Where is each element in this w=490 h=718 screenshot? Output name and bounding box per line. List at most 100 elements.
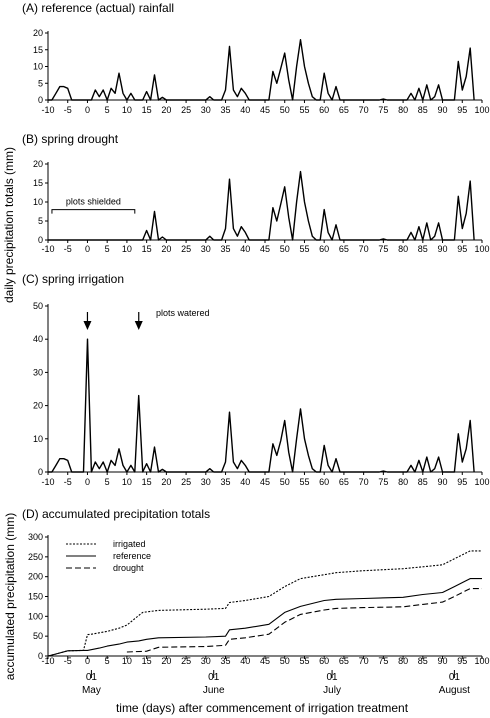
x-tick-label: -10 (41, 105, 54, 115)
x-tick-label: 85 (418, 105, 428, 115)
x-tick-label: 15 (142, 656, 152, 666)
x-tick-label: 15 (142, 105, 152, 115)
x-tick-label: 100 (474, 105, 489, 115)
x-tick-label: 10 (122, 244, 132, 254)
y-tick-label: 0 (38, 235, 43, 245)
y-tick-label: 50 (33, 301, 43, 311)
x-tick-label: 75 (378, 656, 388, 666)
x-tick-label: 85 (418, 244, 428, 254)
y-tick-label: 40 (33, 334, 43, 344)
x-tick-label: 65 (339, 244, 349, 254)
x-tick-label: 35 (221, 244, 231, 254)
x-tick-label: 50 (280, 477, 290, 487)
x-tick-label: 70 (359, 477, 369, 487)
x-tick-label: 60 (319, 477, 329, 487)
x-tick-label: 15 (142, 244, 152, 254)
x-tick-label: 55 (299, 105, 309, 115)
x-tick-label: 80 (398, 244, 408, 254)
y-tick-label: 20 (33, 159, 43, 169)
x-tick-label: 5 (105, 477, 110, 487)
y-tick-label: 10 (33, 197, 43, 207)
x-tick-label: 100 (474, 656, 489, 666)
y-tick-label: 200 (28, 572, 43, 582)
month-name-label: August (439, 685, 470, 696)
x-tick-label: 65 (339, 656, 349, 666)
panel-title: (D) accumulated precipitation totals (22, 507, 210, 521)
x-tick-label: 85 (418, 477, 428, 487)
x-tick-label: 30 (201, 477, 211, 487)
arrow-head (134, 321, 143, 330)
month-name-label: July (323, 685, 341, 696)
x-tick-label: 0 (85, 477, 90, 487)
y-axis-label: accumulated precipitation (mm) (3, 513, 17, 680)
x-tick-label: 90 (438, 477, 448, 487)
x-tick-label: 65 (339, 477, 349, 487)
x-tick-label: 45 (260, 477, 270, 487)
panel-title: (B) spring drought (22, 132, 119, 146)
x-tick-label: 25 (181, 244, 191, 254)
x-tick-label: 90 (438, 656, 448, 666)
month-day-label: 01 (86, 672, 98, 683)
x-tick-label: 30 (201, 105, 211, 115)
x-tick-label: 5 (105, 105, 110, 115)
x-tick-label: 90 (438, 244, 448, 254)
x-tick-label: 45 (260, 656, 270, 666)
month-day-label: 01 (327, 672, 339, 683)
x-tick-label: 50 (280, 105, 290, 115)
x-tick-label: 80 (398, 656, 408, 666)
x-tick-label: -5 (64, 105, 72, 115)
x-tick-label: 70 (359, 656, 369, 666)
x-tick-label: 10 (122, 105, 132, 115)
x-tick-label: 35 (221, 477, 231, 487)
panel-d: (D) accumulated precipitation totals 0 50 1… (3, 507, 490, 715)
x-tick-label: 95 (457, 477, 467, 487)
month-day-label: 01 (208, 672, 220, 683)
x-tick-label: 20 (161, 477, 171, 487)
x-tick-label: 95 (457, 105, 467, 115)
x-tick-label: 95 (457, 656, 467, 666)
annotation-plots-shielded: plots shielded (66, 197, 121, 207)
panel-title: (A) reference (actual) rainfall (22, 1, 174, 15)
y-tick-label: 5 (38, 216, 43, 226)
x-tick-label: 0 (85, 656, 90, 666)
x-tick-label: 80 (398, 477, 408, 487)
series-line-reference (47, 578, 482, 657)
x-tick-label: -5 (64, 656, 72, 666)
y-tick-label: 0 (38, 95, 43, 105)
x-tick-label: 35 (221, 105, 231, 115)
x-tick-label: 55 (299, 477, 309, 487)
x-tick-label: 30 (201, 656, 211, 666)
month-name-label: May (82, 685, 101, 696)
arrow-head (83, 321, 92, 330)
legend-label-irrigated: irrigated (113, 539, 146, 549)
x-tick-label: -10 (41, 656, 54, 666)
x-tick-label: 80 (398, 105, 408, 115)
x-tick-label: 20 (161, 244, 171, 254)
panel-c: (C) spring irrigation 0 10 20 30 40 50 -10 -5 0 5 1… (22, 272, 490, 487)
shielded-bracket (51, 209, 136, 214)
x-tick-label: 10 (122, 656, 132, 666)
x-tick-label: 5 (105, 244, 110, 254)
series-line-rainfall (48, 170, 475, 241)
x-tick-label: -10 (41, 477, 54, 487)
x-tick-label: 55 (299, 656, 309, 666)
x-tick-label: 0 (85, 105, 90, 115)
x-tick-label: 0 (85, 244, 90, 254)
x-tick-label: -10 (41, 244, 54, 254)
y-tick-label: 300 (28, 532, 43, 542)
y-tick-label: 100 (28, 611, 43, 621)
y-tick-label: 0 (38, 467, 43, 477)
x-tick-label: 10 (122, 477, 132, 487)
x-tick-label: 70 (359, 105, 369, 115)
y-tick-label: 5 (38, 78, 43, 88)
panel-title: (C) spring irrigation (22, 272, 124, 286)
x-tick-label: 15 (142, 477, 152, 487)
x-tick-label: 85 (418, 656, 428, 666)
legend-label-reference: reference (113, 551, 151, 561)
x-tick-label: 25 (181, 477, 191, 487)
x-tick-label: 30 (201, 244, 211, 254)
x-tick-label: 35 (221, 656, 231, 666)
x-tick-label: 75 (378, 244, 388, 254)
y-tick-label: 50 (33, 631, 43, 641)
